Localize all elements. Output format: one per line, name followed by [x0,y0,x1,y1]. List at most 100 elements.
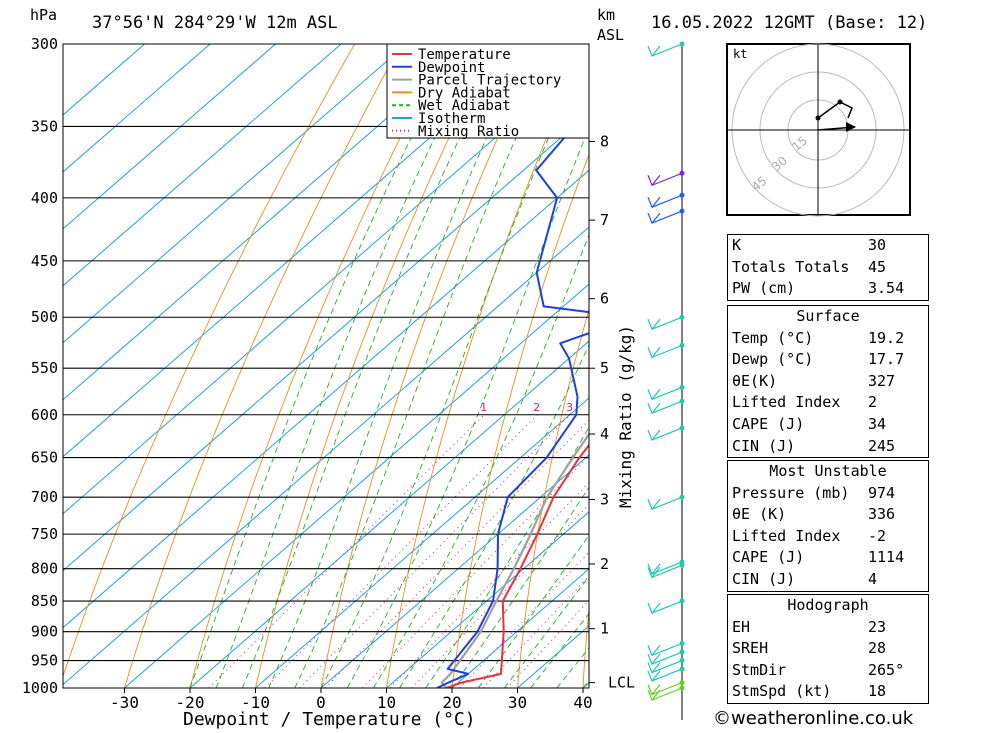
km-tick-label: 6 [600,290,609,308]
isotherm-line [386,511,589,688]
wind-barb-flag [651,45,661,57]
mixing-ratio-line [482,575,589,688]
k-label: K [732,236,742,254]
dry-adiabat-line [582,604,589,688]
dry-adiabat-line [255,44,495,688]
wet-adiabat-line [268,44,531,688]
pressure-tick-label: 900 [31,623,58,641]
eh-row: EH 23 [728,617,928,639]
wind-barb-flag [651,212,661,224]
pressure-tick-label: 350 [31,117,58,135]
stmdir-label: StmDir [732,660,787,679]
temperature-line [446,443,589,688]
pressure-tick-label: 650 [31,449,58,467]
wind-barb-flag [651,498,661,510]
surface-theta-value: 327 [868,371,896,390]
pressure-tick-label: 300 [31,35,58,53]
surface-dewp-row: Dewp (°C) 17.7 [728,349,928,371]
isotherm-line [63,112,589,572]
most-unstable-title: Most Unstable [769,462,887,480]
legend-label: Isotherm [418,111,485,127]
x-tick-label: 0 [316,693,326,712]
isotherm-line [255,397,589,688]
credit-link[interactable]: ©weatheronline.co.uk [713,708,914,729]
dry-adiabat-line [63,44,356,678]
isotherm-line [63,44,538,458]
wind-barb-flag [651,346,661,358]
km-tick-label: 2 [600,555,609,573]
surface-table: Surface Temp (°C) 19.2 Dewp (°C) 17.7 θE(K… [727,305,929,459]
mixing-ratio-line [264,414,538,688]
pressure-tick-label: 1000 [22,679,58,697]
wet-adiabat-line [530,612,589,688]
wind-barb-flag [651,645,661,656]
isotherm-line [63,44,473,401]
wind-barb-flag [651,318,661,330]
mu-theta-value: 336 [868,505,896,524]
location-title: 37°56'N 284°29'W 12m ASL [92,13,338,33]
wet-adiabat-line [399,343,589,688]
dry-adiabat-line [124,44,402,688]
dry-adiabat-line [517,307,589,688]
isotherm-line [63,44,276,230]
wind-barb-flag [651,388,661,400]
pressure-tick-label: 950 [31,652,58,670]
x-axis-label: Dewpoint / Temperature (°C) [183,709,476,730]
mu-cape-value: 1114 [868,548,905,567]
isotherm-line [189,340,589,688]
eh-label: EH [732,617,751,636]
surface-cape-label: CAPE (J) [732,414,805,433]
pressure-tick-label: 400 [31,189,58,207]
wind-barb-flag [651,429,661,441]
wind-barb-flag [651,602,661,614]
surface-li-row: Lifted Index 2 [728,392,928,414]
legend-label: Mixing Ratio [418,124,519,140]
mu-theta-label: θE (K) [732,505,787,524]
mixing-ratio-line [324,419,589,688]
mu-pressure-value: 974 [868,483,896,502]
surface-cape-value: 34 [868,414,887,433]
dry-adiabat-line [189,44,448,688]
hodograph-point [815,115,821,121]
wind-barb-flag [651,563,661,575]
k-value: 30 [868,236,887,254]
mixing-ratio-line [299,414,571,688]
surface-dewp-value: 17.7 [868,350,905,369]
km-tick-label: LCL [608,674,635,692]
pressure-gridlines [63,43,589,689]
mu-pressure-row: Pressure (mb) 974 [728,483,928,505]
x-tick-label: 20 [442,693,461,712]
surface-title: Surface [796,307,860,325]
wet-adiabat-line [346,126,589,688]
mu-theta-row: θE (K) 336 [728,504,928,526]
wind-barb-flag [651,566,661,578]
x-tick-label: 40 [573,693,592,712]
km-tick-label: 1 [600,620,609,638]
hodograph-trace [817,101,853,119]
mu-li-label: Lifted Index [732,526,841,545]
pressure-tick-label: 550 [31,359,58,377]
isotherm-line [320,454,589,688]
parcel-trajectory-line [440,432,589,688]
isotherm-line [63,44,211,173]
km-tick-label: 3 [600,491,609,509]
wind-barb-flag [651,653,661,665]
surface-theta-row: θE(K) 327 [728,371,928,393]
wind-barb-flag [651,402,661,414]
hodograph-point [837,99,843,105]
stmspd-row: StmSpd (kt) 18 [728,681,928,703]
surface-cin-value: 245 [868,436,896,455]
mu-li-row: Lifted Index -2 [728,526,928,548]
surface-theta-label: θE(K) [732,371,778,390]
mu-pressure-label: Pressure (mb) [732,483,850,502]
surface-cape-row: CAPE (J) 34 [728,414,928,436]
wet-adiabat-line [504,575,589,688]
sreh-label: SREH [732,639,769,658]
surface-dewp-label: Dewp (°C) [732,350,814,369]
pressure-tick-label: 500 [31,308,58,326]
km-tick-label: 8 [600,133,609,151]
surface-temp-value: 19.2 [868,328,905,347]
x-tick-label: -30 [110,693,139,712]
